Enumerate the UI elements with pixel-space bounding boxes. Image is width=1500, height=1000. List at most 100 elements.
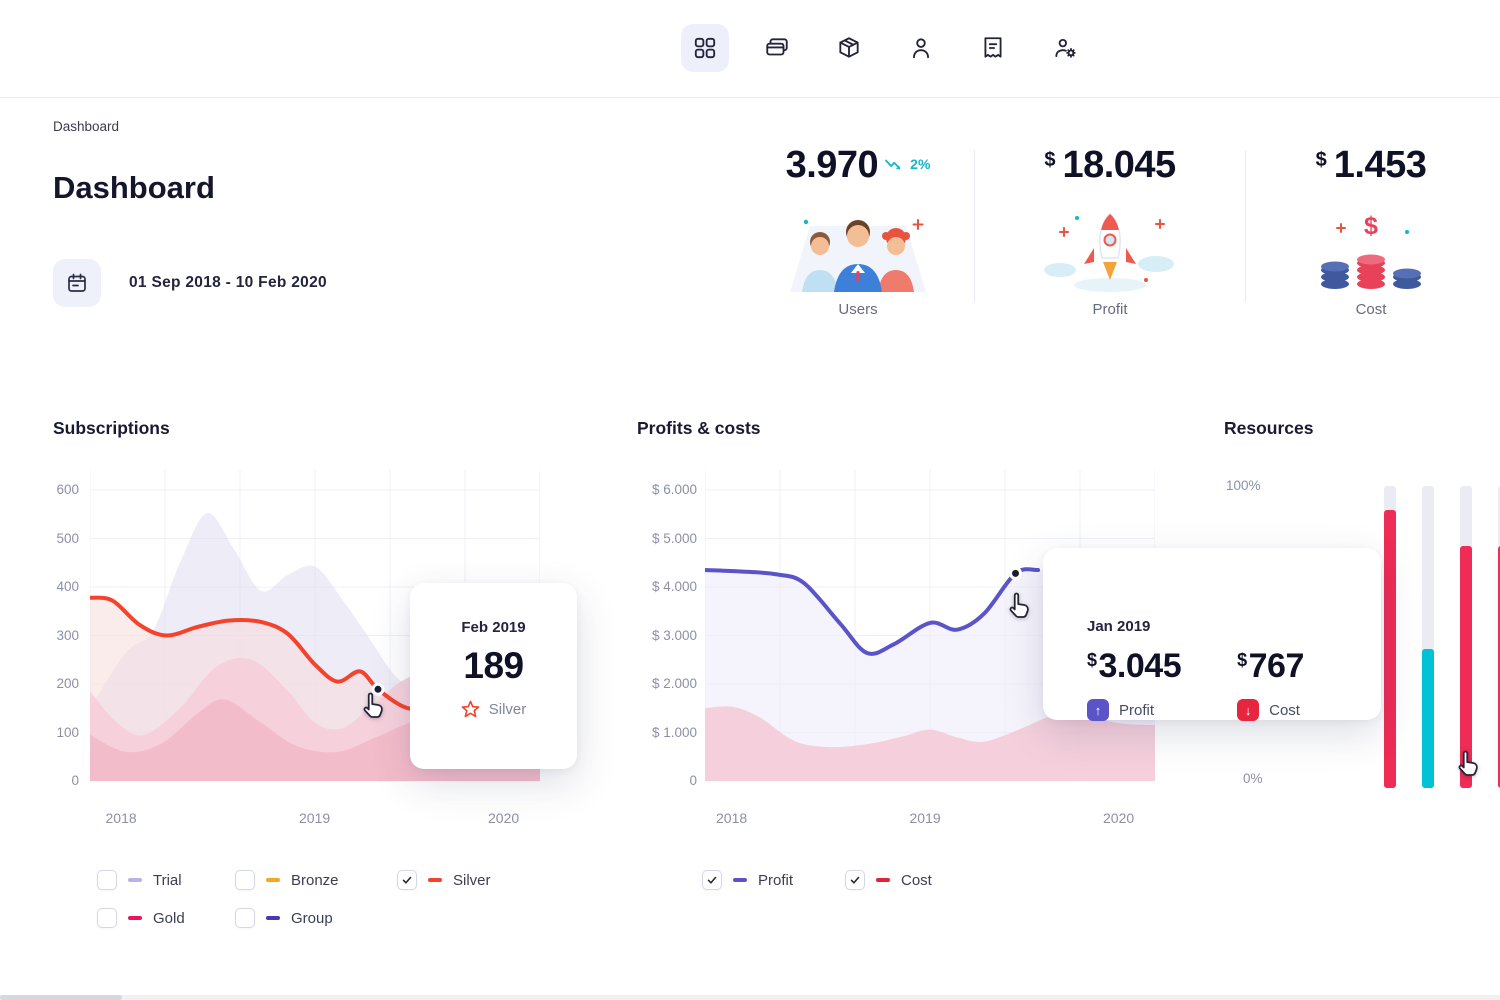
legend-label: Bronze bbox=[291, 871, 339, 889]
legend-label: Trial bbox=[153, 871, 182, 889]
user-settings-icon bbox=[1055, 38, 1076, 58]
profits-plot: $ 6.000 $ 5.000 $ 4.000 $ 3.000 $ 2.000 $ 1.0… bbox=[637, 466, 1177, 846]
legend-item-gold[interactable]: Gold bbox=[97, 908, 235, 928]
tooltip-profit-col: $3.045 ↑ Profit bbox=[1087, 647, 1182, 721]
top-navigation bbox=[681, 24, 1089, 72]
calendar-button[interactable] bbox=[53, 259, 101, 307]
resource-bar-track bbox=[1384, 486, 1396, 788]
checkbox-group[interactable] bbox=[235, 908, 255, 928]
cursor-hand-icon bbox=[359, 690, 389, 720]
checkbox-silver[interactable] bbox=[397, 870, 417, 890]
profit-currency: $ bbox=[1044, 149, 1056, 171]
cost-label: Cost bbox=[1355, 301, 1387, 318]
up-arrow-icon: ↑ bbox=[1094, 702, 1102, 718]
legend-item-group[interactable]: Group bbox=[235, 908, 397, 928]
legend-color-dash bbox=[266, 878, 280, 882]
x-tick: 2020 bbox=[488, 810, 520, 826]
subscriptions-y-axis: 600 500 400 300 200 100 0 bbox=[53, 466, 79, 806]
legend-item-cost[interactable]: Cost bbox=[845, 870, 932, 890]
subscriptions-tooltip: Feb 2019 189 Silver bbox=[410, 583, 577, 769]
y-tick: $ 3.000 bbox=[651, 627, 697, 643]
resources-section: Resources 100% 0% bbox=[1224, 418, 1500, 988]
legend-item-silver[interactable]: Silver bbox=[397, 870, 491, 890]
page-title: Dashboard bbox=[53, 170, 215, 205]
tooltip-cost-label: Cost bbox=[1269, 701, 1300, 719]
legend-label: Gold bbox=[153, 909, 185, 927]
y-tick: 400 bbox=[56, 579, 79, 594]
down-arrow-icon: ↓ bbox=[1244, 702, 1252, 718]
tooltip-cost-col: $767 ↓ Cost bbox=[1237, 647, 1304, 721]
breadcrumb[interactable]: Dashboard bbox=[53, 119, 120, 134]
profits-section: Profits & costs $ 6.000 $ 5.000 $ 4.000 $ 3… bbox=[637, 418, 1381, 988]
tooltip-date: Jan 2019 bbox=[1087, 618, 1151, 635]
tooltip-series-label: Silver bbox=[488, 701, 527, 718]
y-tick: $ 2.000 bbox=[651, 676, 697, 691]
trend-down-icon bbox=[885, 159, 903, 177]
tooltip-profit-label: Profit bbox=[1119, 701, 1155, 719]
legend-color-dash bbox=[128, 916, 142, 920]
legend-color-dash bbox=[266, 916, 280, 920]
legend-label: Cost bbox=[901, 871, 932, 889]
profit-up-badge: ↑ bbox=[1087, 699, 1109, 721]
legend-label: Profit bbox=[758, 871, 794, 889]
tooltip-date: Feb 2019 bbox=[461, 619, 526, 636]
checkbox-gold[interactable] bbox=[97, 908, 117, 928]
tooltip-cost-value: 767 bbox=[1248, 647, 1305, 685]
resource-bar[interactable] bbox=[1384, 510, 1396, 788]
legend-color-dash bbox=[428, 878, 442, 882]
y-tick: 200 bbox=[56, 676, 79, 691]
cursor-hand-icon bbox=[1454, 748, 1484, 778]
legend-color-dash bbox=[128, 878, 142, 882]
stat-profit: $ 18.045 Profit bbox=[975, 146, 1245, 318]
nav-dashboard-button[interactable] bbox=[681, 24, 729, 72]
nav-settings-button[interactable] bbox=[1041, 24, 1089, 72]
legend-item-trial[interactable]: Trial bbox=[97, 870, 235, 890]
y-tick: $ 4.000 bbox=[651, 579, 697, 594]
legend-item-profit[interactable]: Profit bbox=[702, 870, 845, 890]
resources-title: Resources bbox=[1224, 418, 1314, 438]
y-tick: $ 5.000 bbox=[651, 530, 697, 546]
scrollbar-thumb[interactable] bbox=[0, 995, 122, 1000]
tooltip-value: 189 bbox=[463, 645, 524, 686]
stat-users: 3.970 2% Users bbox=[742, 146, 974, 318]
subscriptions-section: Subscriptions 600 500 400 300 200 100 0 2018 20… bbox=[53, 418, 577, 988]
profits-y-axis: $ 6.000 $ 5.000 $ 4.000 $ 3.000 $ 2.000 $ 1.0… bbox=[637, 466, 697, 806]
cost-currency: $ bbox=[1315, 149, 1327, 171]
y-tick: 0 bbox=[71, 773, 79, 788]
resource-bar[interactable] bbox=[1498, 546, 1500, 788]
nav-customers-button[interactable] bbox=[897, 24, 945, 72]
horizontal-scrollbar[interactable] bbox=[0, 995, 1500, 1000]
profit-value: 18.045 bbox=[1062, 144, 1176, 186]
checkbox-cost[interactable] bbox=[845, 870, 865, 890]
legend-item-bronze[interactable]: Bronze bbox=[235, 870, 397, 890]
x-tick: 2018 bbox=[105, 810, 137, 826]
tooltip-profit-currency: $ bbox=[1087, 650, 1097, 670]
checkbox-profit[interactable] bbox=[702, 870, 722, 890]
stats-divider bbox=[974, 150, 975, 302]
tooltip-cost-currency: $ bbox=[1237, 650, 1247, 670]
users-label: Users bbox=[838, 301, 878, 318]
checkbox-trial[interactable] bbox=[97, 870, 117, 890]
nav-invoices-button[interactable] bbox=[969, 24, 1017, 72]
resource-bar[interactable] bbox=[1422, 649, 1434, 788]
resource-bar[interactable] bbox=[1460, 546, 1472, 788]
checkbox-bronze[interactable] bbox=[235, 870, 255, 890]
resource-bar-track bbox=[1498, 486, 1500, 788]
nav-products-button[interactable] bbox=[825, 24, 873, 72]
nav-cards-button[interactable] bbox=[753, 24, 801, 72]
resource-bar-track bbox=[1460, 486, 1472, 788]
silver-star-icon bbox=[461, 700, 480, 718]
cost-down-badge: ↓ bbox=[1237, 699, 1260, 721]
y-tick: 0 bbox=[689, 773, 697, 788]
legend-color-dash bbox=[733, 878, 747, 882]
legend-label: Group bbox=[291, 909, 333, 927]
cursor-hand-icon bbox=[1005, 590, 1035, 620]
calendar-icon bbox=[68, 273, 86, 292]
dollar-sign: $ bbox=[1364, 212, 1378, 240]
topbar bbox=[0, 0, 1500, 98]
cards-icon bbox=[766, 38, 788, 56]
legend-label: Silver bbox=[453, 871, 491, 889]
coins-illustration bbox=[1321, 223, 1421, 289]
profits-tooltip: Jan 2019 $3.045 ↑ Profit $767 bbox=[1043, 548, 1381, 721]
